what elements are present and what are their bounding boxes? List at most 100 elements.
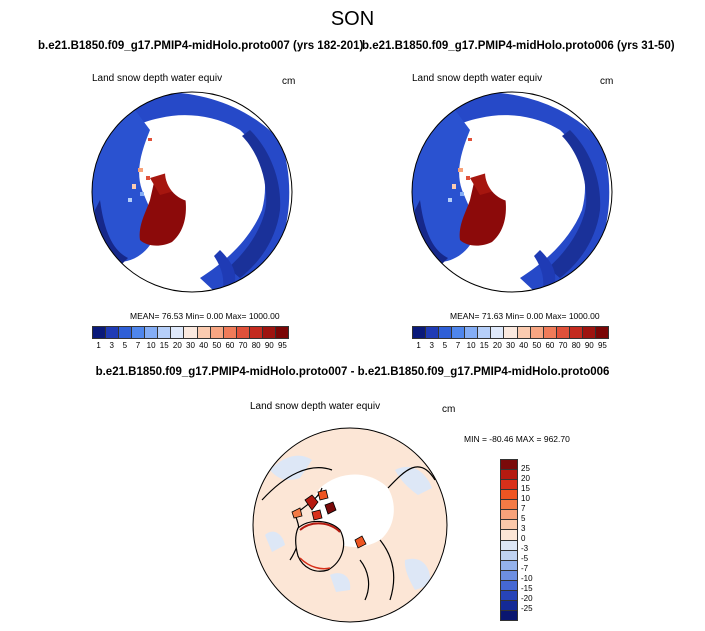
difference-colorbar-swatch [501, 519, 517, 530]
left-colorbar-tick-label: 50 [212, 341, 222, 350]
left-colorbar-swatch [170, 327, 184, 338]
left-map-border [91, 91, 293, 293]
right-colorbar-tick-label: 70 [558, 341, 568, 350]
left-colorbar-swatch [261, 327, 275, 338]
difference-colorbar-tick-label: -7 [521, 564, 529, 573]
right-colorbar-swatch [503, 327, 517, 338]
difference-colorbar-swatch [501, 509, 517, 520]
left-colorbar-swatch [157, 327, 171, 338]
difference-colorbar-tick-label: 15 [521, 484, 530, 493]
right-map-border [411, 91, 613, 293]
left-panel-variable-label: Land snow depth water equiv [92, 73, 223, 84]
difference-colorbar-swatch [501, 579, 517, 590]
right-colorbar-tick-label: 5 [442, 341, 448, 350]
difference-colorbar-swatch [501, 460, 517, 470]
difference-colorbar-tick-label: 10 [521, 494, 530, 503]
right-colorbar-swatch [477, 327, 491, 338]
left-colorbar-swatch [235, 327, 249, 338]
left-colorbar-tick-label: 80 [251, 341, 261, 350]
left-colorbar-tick-label: 10 [146, 341, 156, 350]
difference-colorbar-swatch [501, 529, 517, 540]
right-colorbar-swatch [451, 327, 465, 338]
left-colorbar-swatch [274, 327, 288, 338]
difference-colorbar-tick-label: 25 [521, 464, 530, 473]
right-panel-variable-label: Land snow depth water equiv [412, 73, 543, 84]
difference-colorbar-swatch [501, 479, 517, 490]
right-colorbar-tick-label: 7 [455, 341, 461, 350]
difference-colorbar-tick-label: 7 [521, 504, 526, 513]
left-colorbar-labels: 1 3 5 7 10 15 20 30 40 50 60 70 80 90 95 [92, 341, 289, 353]
difference-colorbar [500, 459, 518, 621]
difference-colorbar-tick-label: 5 [521, 514, 526, 523]
right-colorbar-swatch [555, 327, 569, 338]
right-colorbar-swatch [425, 327, 439, 338]
right-colorbar-tick-label: 40 [519, 341, 529, 350]
difference-colorbar-tick-label: -15 [521, 584, 533, 593]
left-panel-title: b.e21.B1850.f09_g17.PMIP4-midHolo.proto0… [38, 40, 364, 52]
right-colorbar-swatch [516, 327, 530, 338]
left-colorbar-tick-label: 15 [159, 341, 169, 350]
left-colorbar [92, 326, 289, 339]
left-panel-stats: MEAN= 76.53 Min= 0.00 Max= 1000.00 [130, 311, 280, 321]
right-colorbar-swatch [490, 327, 504, 338]
left-colorbar-swatch [131, 327, 145, 338]
left-colorbar-swatch [144, 327, 158, 338]
left-colorbar-swatch [248, 327, 262, 338]
difference-units: cm [442, 404, 456, 415]
left-colorbar-tick-label: 30 [186, 341, 195, 350]
difference-colorbar-swatch [501, 499, 517, 510]
right-polar-map [412, 92, 612, 292]
difference-colorbar-tick-label: -3 [521, 544, 529, 553]
difference-colorbar-swatch [501, 549, 517, 560]
difference-polar-map [253, 428, 447, 622]
difference-stats: MIN = -80.46 MAX = 962.70 [464, 434, 570, 444]
right-colorbar-tick-label: 80 [571, 341, 581, 350]
left-panel-units: cm [282, 76, 296, 87]
difference-title: b.e21.B1850.f09_g17.PMIP4-midHolo.proto0… [95, 366, 610, 378]
difference-colorbar-swatch [501, 559, 517, 570]
right-colorbar-tick-label: 10 [466, 341, 476, 350]
difference-colorbar-swatch [501, 489, 517, 500]
right-colorbar-tick-label: 3 [429, 341, 434, 350]
right-colorbar-swatch [438, 327, 452, 338]
left-colorbar-tick-label: 90 [264, 341, 274, 350]
difference-colorbar-tick-label: 3 [521, 524, 526, 533]
left-colorbar-tick-label: 1 [96, 341, 101, 350]
right-colorbar-tick-label: 90 [584, 341, 594, 350]
right-colorbar-labels: 1 3 5 7 10 15 20 30 40 50 60 70 80 90 95 [412, 341, 609, 353]
difference-colorbar-tick-label: 20 [521, 474, 530, 483]
difference-colorbar-swatch [501, 569, 517, 580]
right-colorbar-tick-label: 30 [506, 341, 515, 350]
left-colorbar-tick-label: 20 [172, 341, 182, 350]
left-colorbar-swatch [183, 327, 197, 338]
left-colorbar-tick-label: 5 [122, 341, 128, 350]
left-colorbar-tick-label: 40 [199, 341, 209, 350]
left-colorbar-tick-label: 7 [135, 341, 141, 350]
right-panel-stats: MEAN= 71.63 Min= 0.00 Max= 1000.00 [450, 311, 600, 321]
right-colorbar-swatch [594, 327, 608, 338]
right-panel-title: b.e21.B1850.f09_g17.PMIP4-midHolo.proto0… [362, 40, 675, 52]
difference-colorbar-tick-label: -10 [521, 574, 533, 583]
left-colorbar-swatch [222, 327, 236, 338]
difference-colorbar-tick-label: 0 [521, 534, 526, 543]
left-polar-map [92, 92, 292, 292]
left-colorbar-swatch [118, 327, 132, 338]
left-colorbar-tick-label: 95 [277, 341, 287, 350]
left-colorbar-swatch [196, 327, 210, 338]
difference-colorbar-swatch [501, 539, 517, 550]
right-colorbar-swatch [413, 327, 426, 338]
difference-variable-label: Land snow depth water equiv [250, 401, 381, 412]
left-colorbar-tick-label: 60 [225, 341, 235, 350]
right-colorbar-tick-label: 60 [545, 341, 555, 350]
right-colorbar-tick-label: 15 [479, 341, 489, 350]
difference-colorbar-swatch [501, 589, 517, 600]
right-colorbar-tick-label: 50 [532, 341, 542, 350]
left-colorbar-swatch [105, 327, 119, 338]
right-colorbar-swatch [542, 327, 556, 338]
left-colorbar-tick-label: 3 [109, 341, 114, 350]
right-colorbar-swatch [529, 327, 543, 338]
right-colorbar-tick-label: 95 [597, 341, 607, 350]
difference-colorbar-labels: 25 20 15 10 7 5 3 0 -3 -5 -7 -10 -15 -20 -25 [521, 459, 551, 619]
left-colorbar-swatch [93, 327, 106, 338]
